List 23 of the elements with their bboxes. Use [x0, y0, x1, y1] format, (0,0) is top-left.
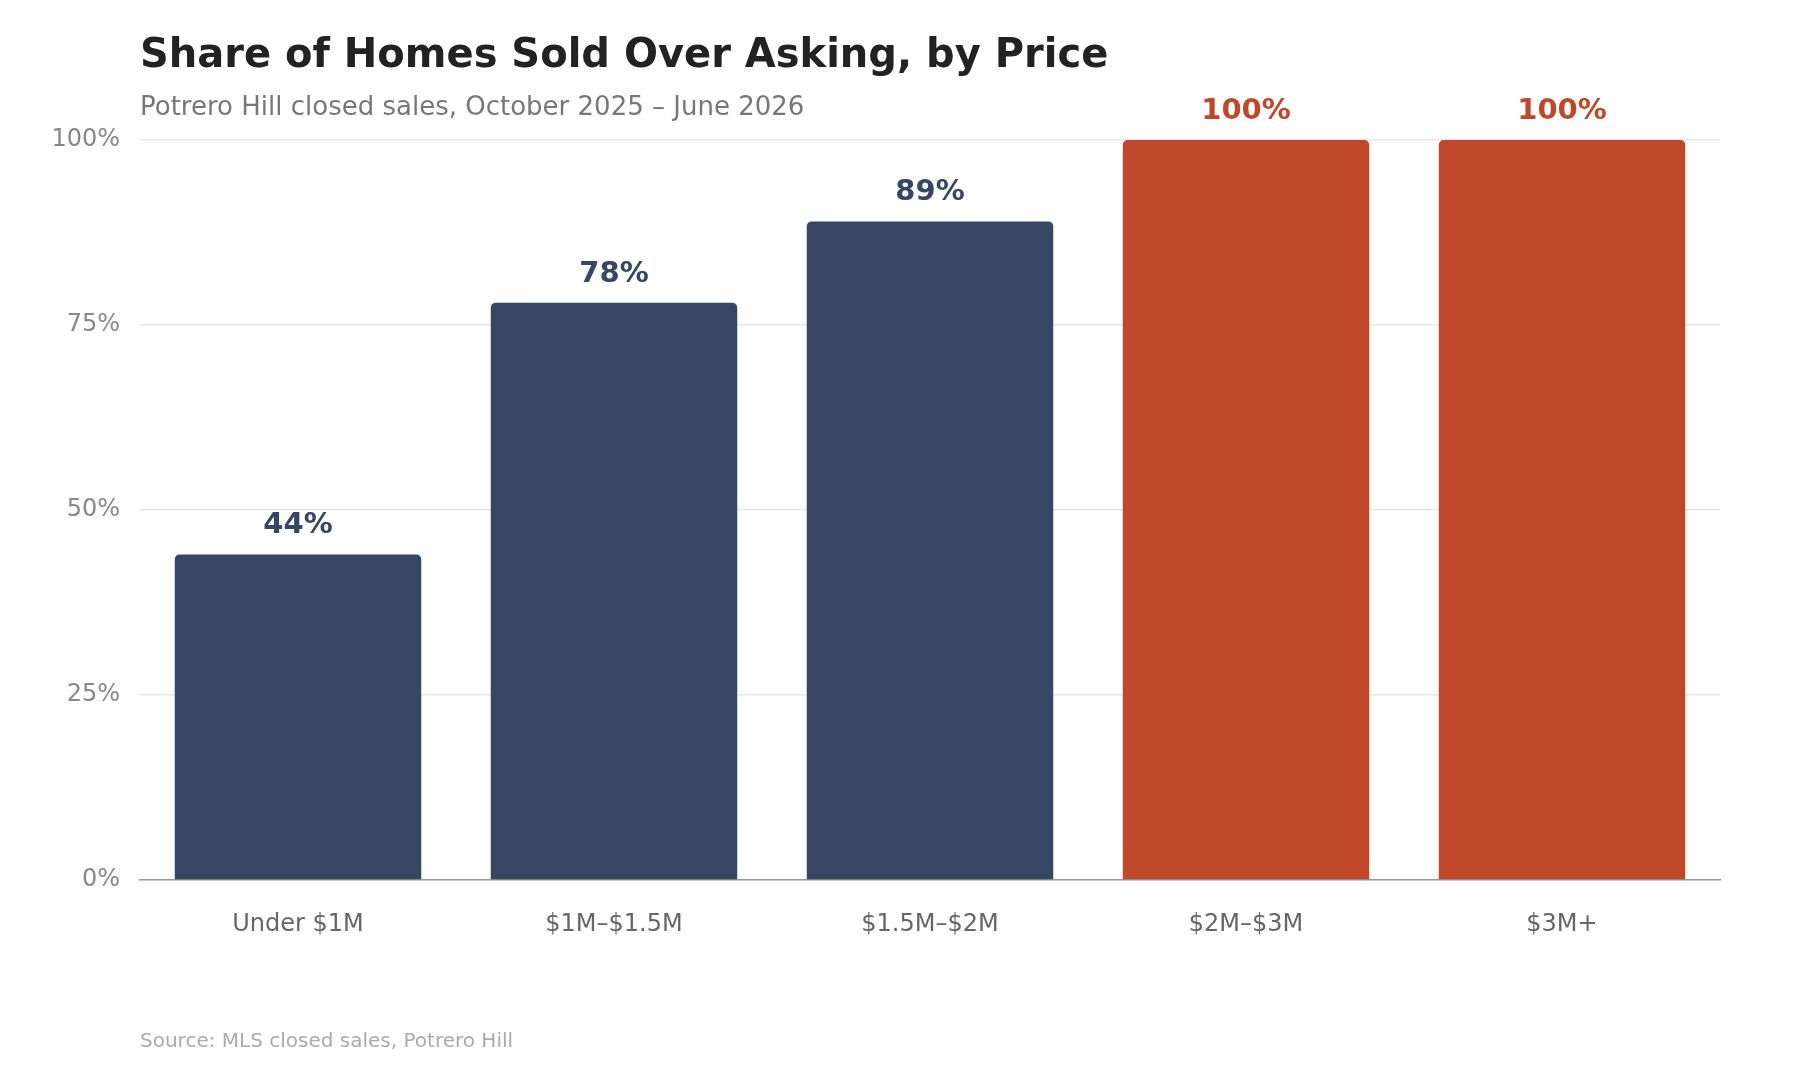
x-tick-label: Under $1M	[232, 908, 364, 937]
chart-subtitle: Potrero Hill closed sales, October 2025 – June 2026	[140, 91, 805, 121]
y-tick-label: 100%	[51, 124, 120, 153]
x-tick-label: $3M+	[1526, 908, 1598, 937]
source-note: Source: MLS closed sales, Potrero Hill	[140, 1028, 514, 1052]
y-tick-label: 0%	[81, 864, 120, 893]
bar	[490, 302, 738, 880]
bar	[174, 554, 422, 880]
data-label: 100%	[1517, 92, 1607, 127]
data-label: 100%	[1201, 92, 1291, 127]
x-tick-label: $1M–$1.5M	[545, 908, 683, 937]
x-tick-label: $2M–$3M	[1188, 908, 1304, 937]
data-label: 78%	[579, 254, 649, 289]
y-tick-label: 75%	[66, 309, 120, 338]
bar	[1438, 140, 1686, 880]
x-tick-label: $1.5M–$2M	[861, 908, 999, 937]
data-label: 44%	[263, 506, 333, 541]
bar	[1122, 140, 1370, 880]
y-tick-label: 50%	[66, 494, 120, 523]
y-tick-label: 25%	[66, 679, 120, 708]
chart-title: Share of Homes Sold Over Asking, by Price	[140, 30, 1109, 76]
bar	[806, 221, 1054, 880]
data-label: 89%	[895, 173, 965, 208]
